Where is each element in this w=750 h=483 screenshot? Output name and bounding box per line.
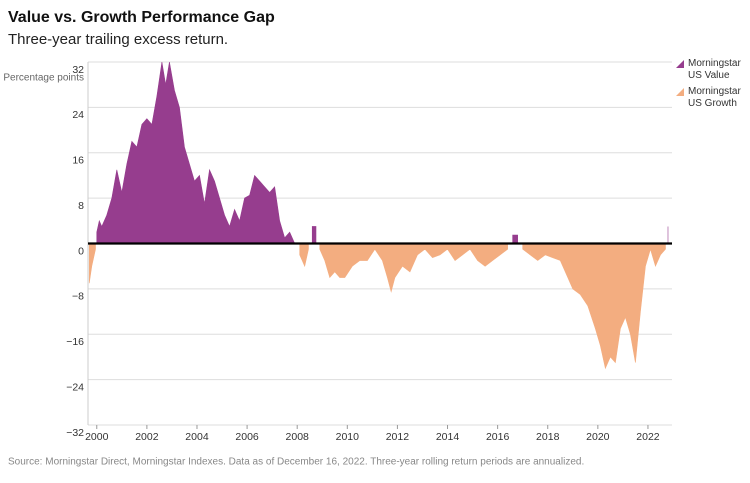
legend-item: Morningstar US Value bbox=[676, 58, 750, 82]
y-tick-label: −16 bbox=[66, 336, 84, 348]
y-tick-label: 0 bbox=[78, 245, 84, 257]
x-tick-label: 2008 bbox=[286, 431, 310, 443]
legend-item: Morningstar US Growth bbox=[676, 86, 750, 110]
legend-label: Morningstar US Growth bbox=[688, 86, 741, 109]
area bbox=[88, 243, 666, 370]
y-tick-label: 24 bbox=[72, 109, 84, 121]
x-tick-label: 2020 bbox=[586, 431, 610, 443]
y-tick-label: −32 bbox=[66, 427, 84, 439]
x-tick-label: 2002 bbox=[135, 431, 159, 443]
y-tick-label: −8 bbox=[72, 291, 84, 303]
x-tick-label: 2014 bbox=[436, 431, 460, 443]
x-tick-label: 2022 bbox=[636, 431, 660, 443]
x-tick-label: 2004 bbox=[185, 431, 209, 443]
legend: Morningstar US Value Morningstar US Growt… bbox=[676, 58, 750, 114]
legend-marker bbox=[676, 60, 684, 68]
y-tick-label: −24 bbox=[66, 381, 84, 393]
legend-label: Morningstar US Value bbox=[688, 58, 741, 81]
chart-subtitle: Three-year trailing excess return. bbox=[8, 31, 228, 48]
y-tick-label: 32 bbox=[72, 64, 84, 76]
y-axis-label: Percentage points bbox=[3, 73, 84, 84]
x-tick-label: 2006 bbox=[235, 431, 259, 443]
x-tick-label: 2016 bbox=[486, 431, 510, 443]
x-tick-label: 2018 bbox=[536, 431, 560, 443]
source-note: Source: Morningstar Direct, Morningstar … bbox=[8, 457, 584, 468]
x-tick-label: 2000 bbox=[85, 431, 109, 443]
y-tick-label: 16 bbox=[72, 155, 84, 167]
legend-marker bbox=[676, 88, 684, 96]
x-tick-label: 2012 bbox=[386, 431, 410, 443]
chart-title: Value vs. Growth Performance Gap bbox=[8, 9, 275, 26]
x-tick-label: 2010 bbox=[336, 431, 360, 443]
y-tick-label: 8 bbox=[78, 200, 84, 212]
